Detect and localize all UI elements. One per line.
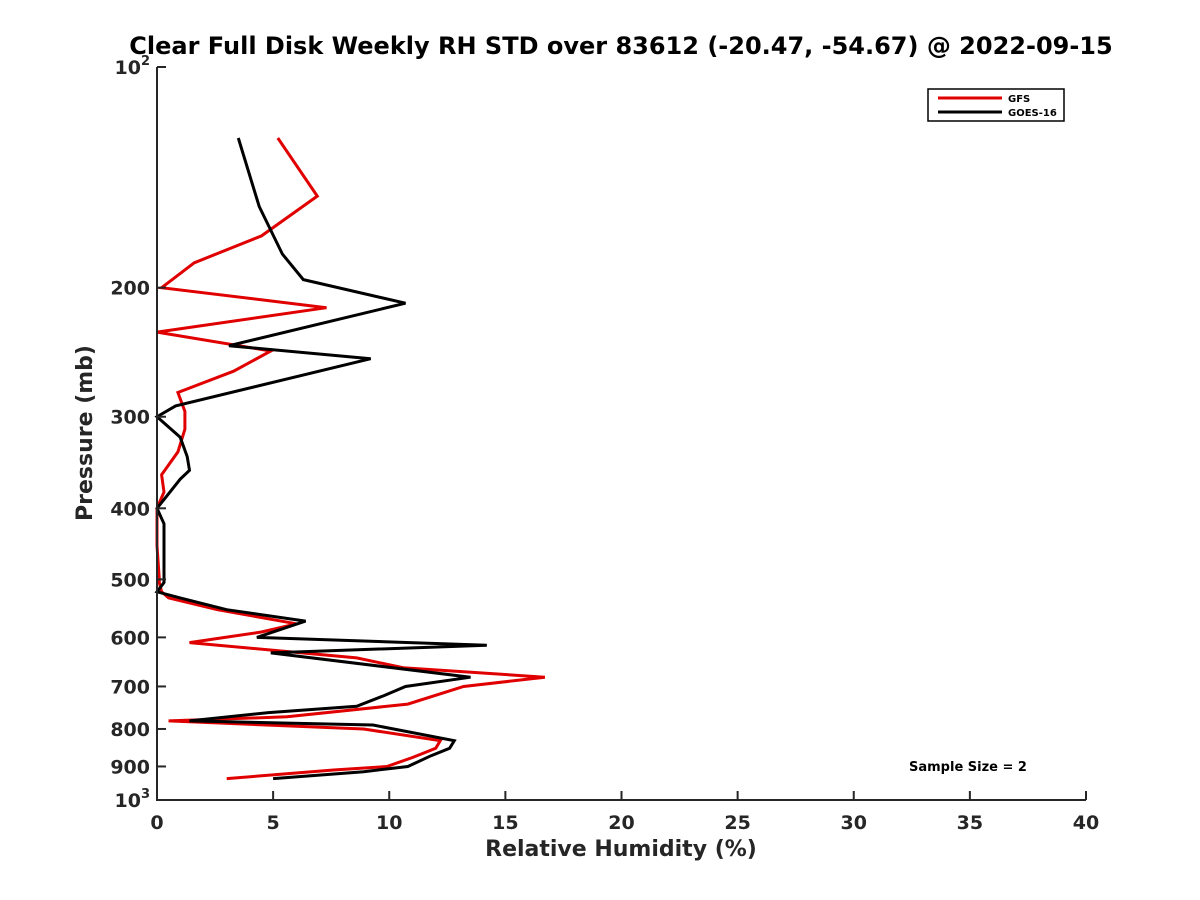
chart-title: Clear Full Disk Weekly RH STD over 83612… xyxy=(129,32,1112,60)
series-layer xyxy=(154,137,546,781)
y-tick-label: 400 xyxy=(110,498,150,520)
sample-size-annotation: Sample Size = 2 xyxy=(909,760,1027,775)
y-tick-label: 600 xyxy=(110,627,150,649)
y-axis-ticks: 102 200 300 400 500 600 700 800 900 103 xyxy=(110,54,166,812)
x-tick-label: 15 xyxy=(492,812,518,834)
legend: GFS GOES-16 xyxy=(927,88,1065,122)
x-tick-label: 30 xyxy=(841,812,867,834)
y-axis-label: Pressure (mb) xyxy=(73,345,98,521)
x-axis-ticks: 0 5 10 15 20 25 30 35 40 xyxy=(150,791,1099,834)
y-tick-label: 102 xyxy=(115,54,151,79)
x-tick-label: 20 xyxy=(608,812,634,834)
x-tick-label: 40 xyxy=(1073,812,1099,834)
x-tick-label: 10 xyxy=(376,812,402,834)
y-tick-label: 900 xyxy=(110,756,150,778)
y-tick-label: 500 xyxy=(110,569,150,591)
y-tick-label: 300 xyxy=(110,407,150,429)
x-axis-label: Relative Humidity (%) xyxy=(485,837,757,862)
x-tick-label: 35 xyxy=(957,812,983,834)
x-tick-label: 25 xyxy=(724,812,750,834)
legend-label-goes-16: GOES-16 xyxy=(1008,108,1057,119)
y-tick-label: 800 xyxy=(110,719,150,741)
y-tick-label: 103 xyxy=(115,787,151,812)
x-tick-label: 0 xyxy=(150,812,163,834)
legend-box xyxy=(927,88,1065,122)
y-tick-label: 700 xyxy=(110,676,150,698)
legend-label-gfs: GFS xyxy=(1008,94,1030,105)
x-tick-label: 5 xyxy=(267,812,280,834)
series-line-goes-16 xyxy=(154,137,487,781)
y-tick-label: 200 xyxy=(110,278,150,300)
